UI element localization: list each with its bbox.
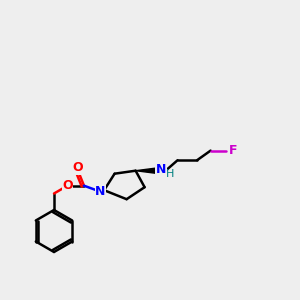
Text: N: N xyxy=(156,163,166,176)
Text: N: N xyxy=(95,185,106,198)
Polygon shape xyxy=(136,168,157,173)
Text: H: H xyxy=(166,169,175,179)
Text: F: F xyxy=(229,144,237,157)
Text: O: O xyxy=(62,179,73,192)
Text: O: O xyxy=(73,161,83,174)
